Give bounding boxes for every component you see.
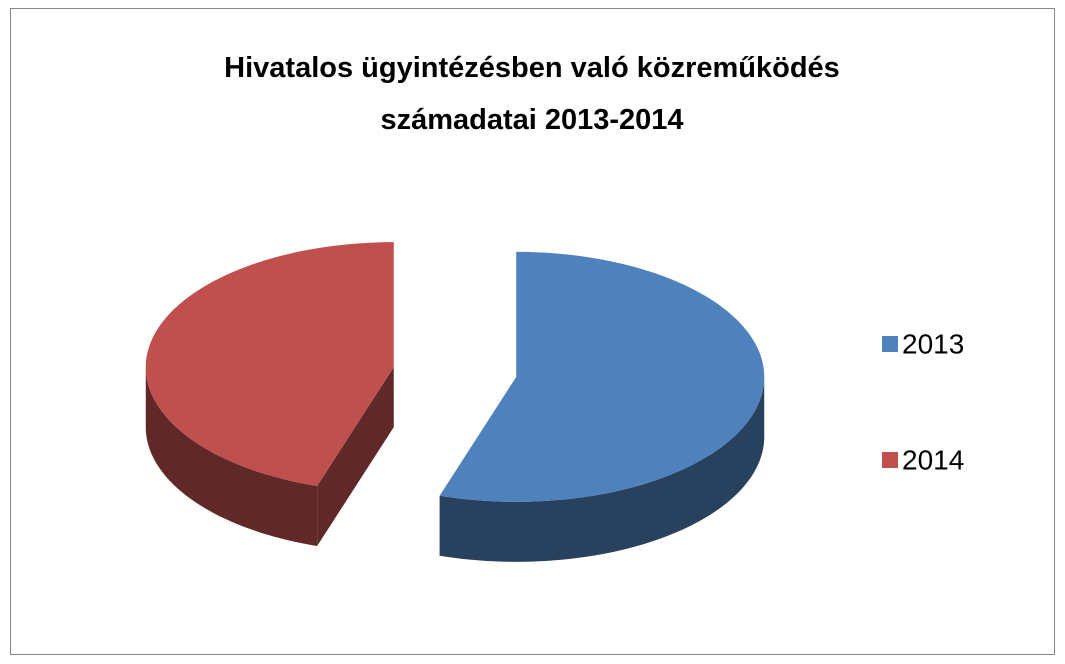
slice-side (439, 376, 765, 562)
chart-title: Hivatalos ügyintézésben való közreműködé… (224, 52, 840, 136)
legend-label: 2014 (902, 444, 964, 475)
slice-side (145, 367, 318, 547)
legend-swatch (882, 336, 898, 352)
legend-label: 2013 (902, 328, 964, 359)
pie-slice (439, 251, 765, 562)
pie-slice (145, 242, 394, 547)
slice-top (145, 242, 394, 487)
slice-face (317, 367, 394, 547)
legend-swatch (882, 452, 898, 468)
slice-top (439, 251, 765, 502)
